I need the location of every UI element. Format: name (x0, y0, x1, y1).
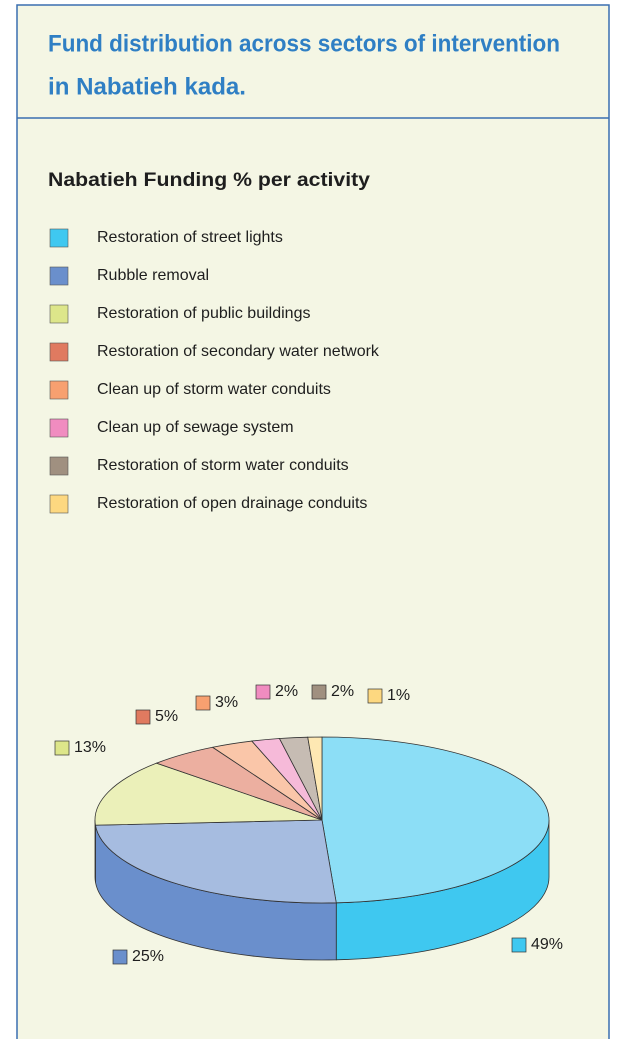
legend-label: Restoration of public buildings (97, 305, 310, 322)
pie-slice (321, 736, 550, 904)
legend-label: Restoration of storm water conduits (97, 457, 349, 474)
value-label: 1% (387, 687, 410, 704)
legend-swatch (49, 418, 69, 438)
legend-swatch (49, 380, 69, 400)
value-label: 49% (531, 936, 563, 953)
value-label-swatch (311, 684, 327, 700)
value-label: 2% (331, 683, 354, 700)
value-label-swatch (54, 740, 70, 756)
value-label-swatch (112, 949, 128, 965)
value-label: 25% (132, 948, 164, 965)
value-label-swatch (135, 709, 151, 725)
legend-swatch (49, 304, 69, 324)
legend-label: Restoration of open drainage conduits (97, 495, 367, 512)
value-label: 3% (215, 694, 238, 711)
legend-label: Rubble removal (97, 267, 209, 284)
value-label: 5% (155, 708, 178, 725)
value-label-swatch (195, 695, 211, 711)
chart-subtitle: Nabatieh Funding % per activity (48, 170, 370, 191)
legend-label: Restoration of street lights (97, 229, 283, 246)
value-label-swatch (367, 688, 383, 704)
legend-swatch (49, 494, 69, 514)
legend-swatch (49, 342, 69, 362)
chart-title: in Nabatieh kada. (48, 73, 246, 100)
value-label-swatch (511, 937, 527, 953)
pie-slice (307, 736, 323, 821)
legend-swatch (49, 456, 69, 476)
value-label: 2% (275, 683, 298, 700)
legend-label: Clean up of sewage system (97, 419, 294, 436)
value-label: 13% (74, 739, 106, 756)
chart-title: Fund distribution across sectors of inte… (48, 30, 560, 57)
legend-swatch (49, 228, 69, 248)
legend-swatch (49, 266, 69, 286)
legend-label: Clean up of storm water conduits (97, 381, 331, 398)
value-label-swatch (255, 684, 271, 700)
pie-slice (94, 762, 323, 826)
legend-label: Restoration of secondary water network (97, 343, 380, 360)
pie-slice (94, 819, 337, 904)
